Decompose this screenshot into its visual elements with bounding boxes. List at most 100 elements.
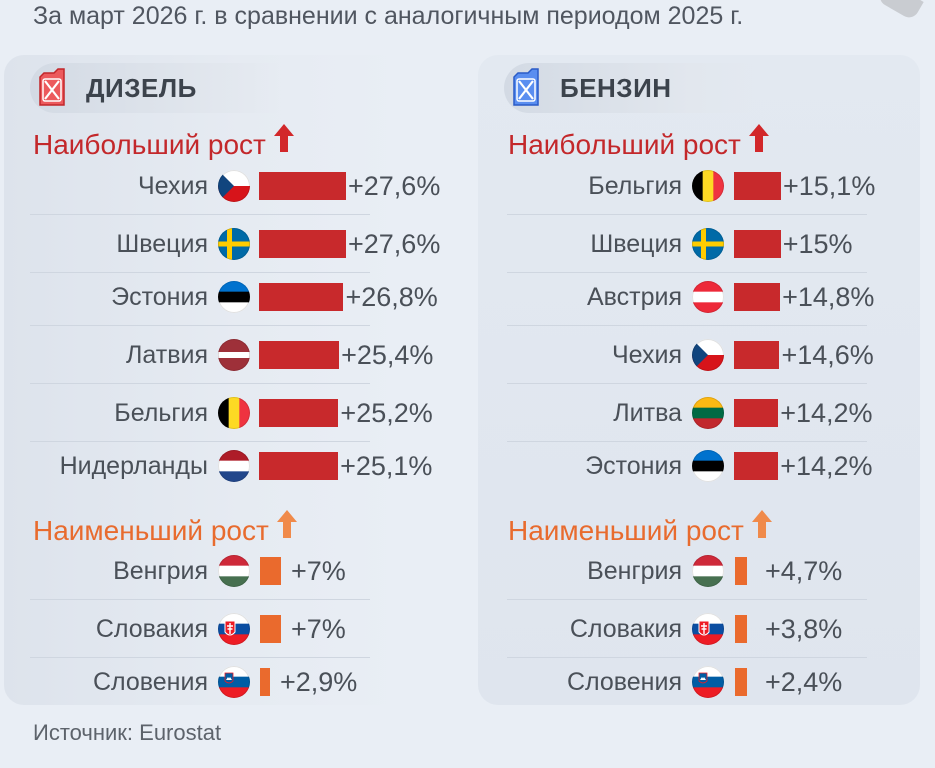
bar: [734, 230, 781, 258]
value-label: +25,1%: [340, 451, 433, 481]
value-label: +15,1%: [783, 171, 876, 201]
bar: [734, 452, 779, 480]
table-row: [507, 269, 867, 326]
bar: [734, 341, 780, 369]
table-row: [30, 601, 370, 658]
table-row: [30, 158, 370, 215]
bar: [259, 283, 344, 311]
bar: [259, 452, 339, 480]
up-arrow-icon: [273, 124, 294, 159]
flag-icon-hu: [218, 555, 250, 587]
table-row: [30, 543, 370, 600]
bar: [735, 615, 747, 643]
country-name: Латвия: [126, 341, 208, 369]
bar: [734, 172, 781, 200]
blue-fuel-canister-icon: [513, 68, 539, 106]
country-name: Словения: [566, 668, 682, 696]
flag-icon-se: [692, 228, 724, 260]
table-row: [507, 543, 867, 600]
flag-icon-se: [218, 228, 250, 260]
country-name: Словакия: [569, 615, 682, 643]
country-name: Австрия: [586, 283, 682, 311]
value-label: +14,2%: [780, 398, 873, 428]
red-fuel-canister-icon: [39, 68, 65, 106]
section-title-text: Наименьший рост: [508, 515, 744, 546]
country-name: Швеция: [116, 230, 208, 258]
bar: [259, 341, 340, 369]
flag-icon-ee: [692, 450, 724, 482]
country-name: Эстония: [111, 283, 208, 311]
flag-icon-si: [692, 666, 724, 698]
subtitle: За март 2026 г. в сравнении с аналогичны…: [33, 2, 744, 30]
country-name: Словакия: [95, 615, 208, 643]
flag-icon-cz: [218, 170, 250, 202]
flag-icon-at: [692, 281, 724, 313]
value-label: +4,7%: [765, 556, 843, 586]
value-label: +26,8%: [345, 282, 438, 312]
bar: [734, 283, 781, 311]
value-label: +27,6%: [348, 229, 441, 259]
flag-icon-be: [692, 170, 724, 202]
country-name: Швеция: [590, 230, 682, 258]
bar: [259, 230, 346, 258]
up-arrow-icon: [751, 510, 772, 545]
corner-decoration: [876, 0, 924, 22]
petrol-panel: БЕНЗИН: [478, 55, 920, 705]
table-row: [30, 327, 370, 384]
smallest-growth-title: Наименьший рост: [508, 510, 772, 547]
table-row: [507, 601, 867, 658]
value-label: +2,9%: [280, 667, 358, 697]
flag-icon-lv: [218, 339, 250, 371]
bar: [260, 557, 281, 585]
up-arrow-icon: [276, 510, 297, 545]
country-name: Бельгия: [588, 172, 682, 200]
value-label: +27,6%: [348, 171, 441, 201]
section-title-text: Наибольший рост: [508, 129, 741, 160]
section-title-text: Наименьший рост: [33, 515, 269, 546]
flag-icon-si: [218, 666, 250, 698]
bar: [735, 668, 747, 696]
smallest-growth-title: Наименьший рост: [33, 510, 297, 547]
bar: [734, 399, 779, 427]
bar: [260, 615, 281, 643]
source-note: Источник: Eurostat: [33, 720, 222, 745]
table-row: [507, 327, 867, 384]
table-row: [507, 385, 867, 442]
table-row: [507, 216, 867, 273]
flag-icon-nl: [218, 450, 250, 482]
section-title-text: Наибольший рост: [33, 129, 266, 160]
country-name: Венгрия: [113, 557, 208, 585]
country-name: Венгрия: [587, 557, 682, 585]
value-label: +25,4%: [341, 340, 434, 370]
flag-icon-be: [218, 397, 250, 429]
country-name: Нидерланды: [59, 452, 208, 480]
table-row: [30, 269, 370, 326]
up-arrow-icon: [748, 124, 769, 159]
value-label: +25,2%: [340, 398, 433, 428]
bar: [259, 172, 346, 200]
petrol-header: БЕНЗИН: [504, 63, 754, 113]
country-name: Чехия: [137, 172, 208, 200]
flag-icon-sk: [218, 613, 250, 645]
flag-icon-lt: [692, 397, 724, 429]
country-name: Бельгия: [114, 399, 208, 427]
largest-growth-title: Наибольший рост: [33, 124, 294, 161]
country-name: Литва: [613, 399, 682, 427]
value-label: +14,6%: [781, 340, 874, 370]
table-row: [507, 158, 867, 215]
bar: [260, 668, 270, 696]
value-label: +14,8%: [782, 282, 875, 312]
bar: [259, 399, 339, 427]
table-row: [30, 216, 370, 273]
diesel-title: ДИЗЕЛЬ: [86, 73, 197, 103]
value-label: +3,8%: [765, 614, 843, 644]
largest-growth-title: Наибольший рост: [508, 124, 769, 161]
bar: [735, 557, 747, 585]
country-name: Эстония: [585, 452, 682, 480]
table-row: [30, 385, 370, 442]
value-label: +14,2%: [780, 451, 873, 481]
value-label: +7%: [291, 556, 346, 586]
flag-icon-cz: [692, 339, 724, 371]
value-label: +2,4%: [765, 667, 843, 697]
diesel-panel: ДИЗЕЛЬ: [4, 55, 402, 705]
